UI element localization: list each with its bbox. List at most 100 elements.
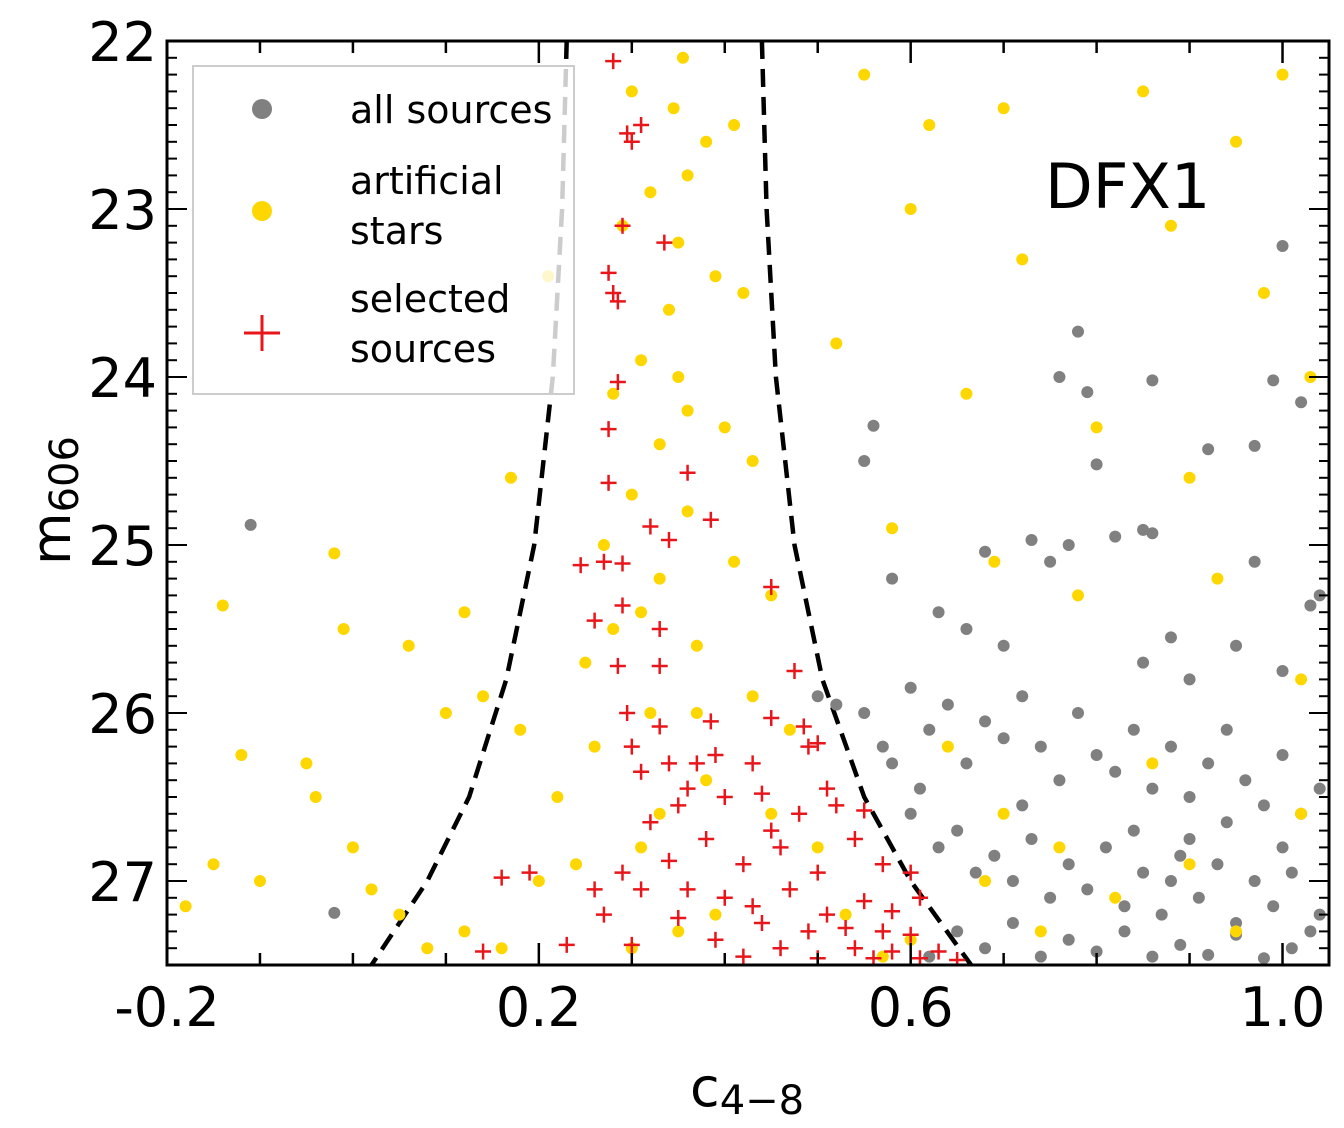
artificial-star-point [644,186,657,199]
selected-source-point [800,738,817,755]
legend-marker-all-sources [252,99,272,119]
artificial-star-point [1034,925,1047,938]
artificial-star-point [235,749,248,761]
artificial-star-point [1053,841,1066,854]
selected-source-point [786,663,803,679]
selected-source-point [874,923,891,940]
artificial-star-point [253,875,266,887]
all-sources-point [923,723,936,736]
plot-frame [165,39,1331,967]
artificial-star-point [923,119,936,131]
selected-source-point [679,780,696,797]
all-sources-point [1034,740,1047,753]
all-sources-point [1090,749,1103,761]
artificial-star-point [886,522,899,535]
all-sources-point [1146,374,1159,387]
selected-source-point [572,557,589,574]
artificial-star-point [309,791,322,803]
artificial-star-point [681,404,694,417]
selected-source-point [595,906,612,923]
selected-source-point [670,797,687,814]
y-tick-label: 27 [88,851,157,914]
all-sources-point [1006,917,1019,929]
artificial-star-point [700,774,713,787]
artificial-star-point [979,875,992,887]
selected-source-point [763,822,780,839]
all-sources-point [1062,933,1075,946]
artificial-star-point [1109,891,1122,904]
selected-source-point [846,940,863,957]
selected-source-point [856,802,873,819]
selected-source-point [809,864,826,881]
all-sources-point [1118,925,1131,938]
artificial-star-point [570,858,583,871]
all-sources-point [960,623,973,635]
artificial-star-point [1164,219,1177,232]
artificial-star-point [941,740,954,753]
selected-source-point [623,738,640,755]
selected-source-point [874,856,891,873]
selected-source-point [884,943,901,960]
selected-source-point [707,931,724,948]
all-sources-point [1220,816,1233,829]
all-sources-point [1081,386,1094,399]
artificial-star-point [672,371,685,383]
artificial-star-point [960,387,973,400]
selected-source-point [702,511,719,528]
axis-ticks [165,40,1329,966]
artificial-star-point [504,471,517,484]
artificial-star-point [709,908,722,921]
artificial-star-point [1183,858,1196,871]
selected-source-point [800,923,817,940]
all-sources-point [1118,900,1131,913]
all-sources-point [1062,539,1075,551]
artificial-star-point [635,354,648,367]
all-sources-point [1239,774,1252,787]
all-sources-point [1044,891,1057,904]
artificial-star-point [997,102,1010,115]
all-sources-point [1025,533,1038,546]
selected-source-point [670,909,687,926]
all-sources-point [858,707,871,719]
artificial-star-point [1183,471,1196,484]
artificial-star-point [607,387,620,400]
selected-source-point [744,755,761,772]
legend-box [192,65,575,395]
all-sources-point [1192,891,1205,904]
selected-source-point [795,718,812,735]
artificial-star-point [690,707,703,719]
all-sources-point [1053,774,1066,787]
all-sources-point [923,950,936,963]
all-sources-point [1072,325,1085,338]
artificial-star-point [1230,135,1243,148]
selected-source-point [660,531,677,548]
field-annotation: DFX1 [1045,150,1210,223]
all-sources-point [1313,782,1326,795]
all-sources-point [904,807,917,820]
all-sources-point [867,419,880,432]
artificial-star-point [1072,589,1085,602]
selected-source-point [902,926,919,943]
artificial-star-point [737,287,750,299]
y-tick-label: 23 [88,179,157,242]
all-sources-point [1220,723,1233,736]
legend-label-all-sources: all sources [350,88,552,132]
all-sources-point [1276,665,1289,677]
all-sources-point [1295,396,1308,409]
selected-source-point [493,869,510,886]
all-sources-point [932,841,945,854]
right-boundary-curve [759,41,973,965]
y-tick-label: 22 [88,11,157,74]
all-sources-point [1006,875,1019,887]
selected-source-point [809,735,826,752]
artificial-star-point [681,169,694,182]
all-sources-point [1183,673,1196,686]
artificial-star-point [662,303,675,316]
artificial-star-point [328,547,341,560]
all-sources-point [1276,749,1289,761]
all-sources-point [1248,875,1261,887]
artificial-star-point [783,723,796,736]
selected-source-point [605,285,622,301]
selected-source-point [614,864,631,881]
